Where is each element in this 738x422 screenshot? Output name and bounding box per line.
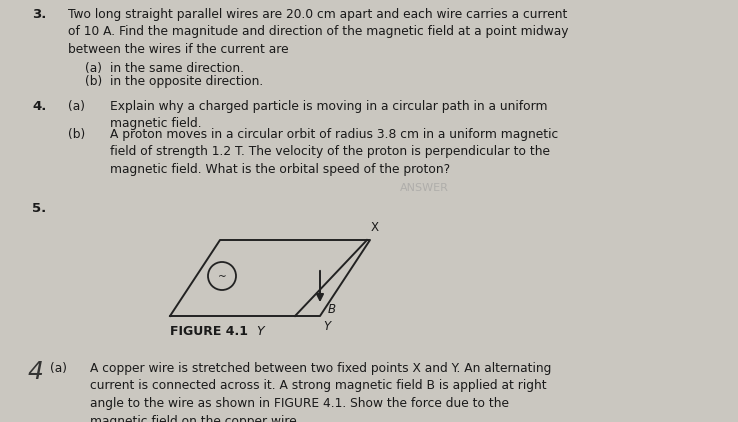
Text: 3.: 3.: [32, 8, 46, 21]
Text: (b): (b): [85, 75, 103, 88]
Text: in the same direction.: in the same direction.: [110, 62, 244, 75]
Text: ~: ~: [218, 272, 227, 282]
Text: B: B: [328, 303, 336, 316]
Text: Y: Y: [323, 320, 330, 333]
Text: Y: Y: [256, 325, 263, 338]
Text: 5.: 5.: [32, 202, 46, 215]
Text: (a): (a): [50, 362, 67, 375]
Text: 4: 4: [28, 360, 44, 384]
Text: ANSWER: ANSWER: [400, 183, 449, 193]
Text: FIGURE 4.1: FIGURE 4.1: [170, 325, 248, 338]
Text: A proton moves in a circular orbit of radius 3.8 cm in a uniform magnetic
field : A proton moves in a circular orbit of ra…: [110, 128, 558, 176]
Text: X: X: [371, 221, 379, 234]
Text: 4.: 4.: [32, 100, 46, 113]
Text: in the opposite direction.: in the opposite direction.: [110, 75, 263, 88]
Text: A copper wire is stretched between two fixed points X and Y. An alternating
curr: A copper wire is stretched between two f…: [90, 362, 551, 422]
Text: (a): (a): [68, 100, 85, 113]
Text: Two long straight parallel wires are 20.0 cm apart and each wire carries a curre: Two long straight parallel wires are 20.…: [68, 8, 568, 56]
Text: (b): (b): [68, 128, 86, 141]
Circle shape: [208, 262, 236, 290]
Text: Explain why a charged particle is moving in a circular path in a uniform
magneti: Explain why a charged particle is moving…: [110, 100, 548, 130]
Text: (a): (a): [85, 62, 102, 75]
